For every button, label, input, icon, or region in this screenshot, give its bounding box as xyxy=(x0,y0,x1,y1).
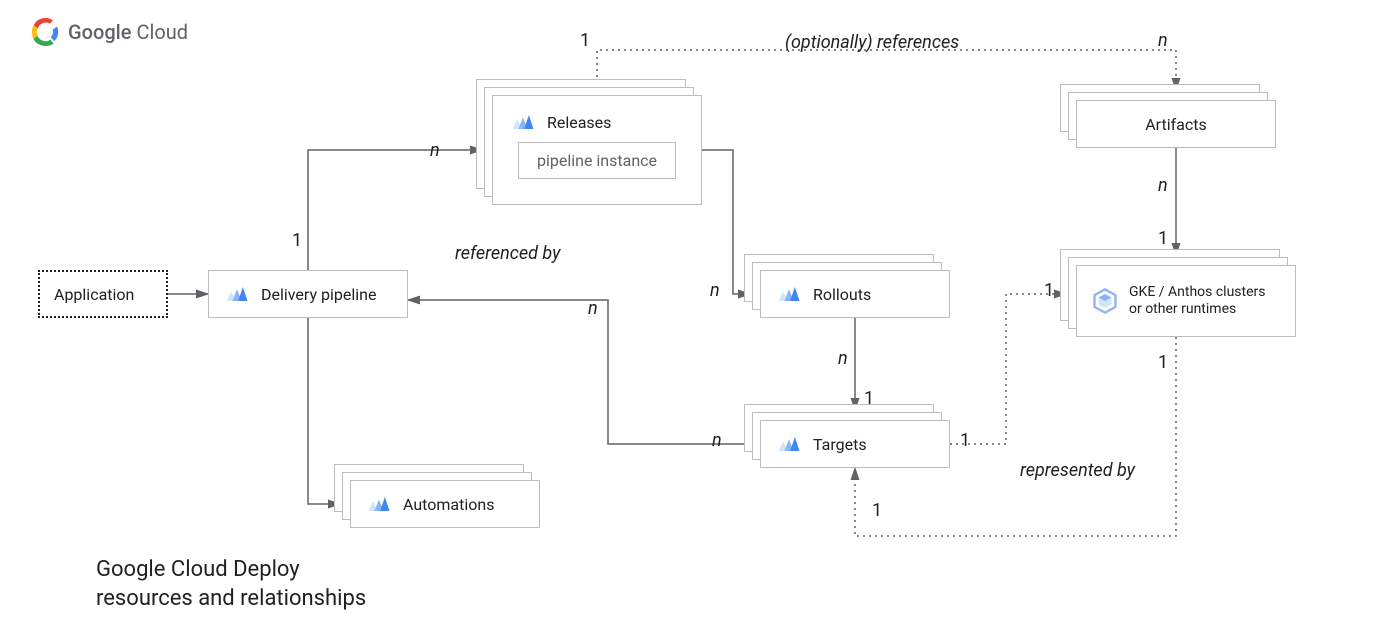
google-cloud-logo: Google Cloud xyxy=(32,18,188,46)
node-label: Targets xyxy=(813,435,867,454)
cardinality-label: n xyxy=(1158,175,1168,196)
cardinality-label: n xyxy=(710,280,720,301)
edge-text-referenced-by: referenced by xyxy=(455,243,560,264)
edge-text-optionally-references: (optionally) references xyxy=(785,32,959,53)
cardinality-label: n xyxy=(588,298,598,319)
cloud-logo-icon xyxy=(32,18,60,46)
node-label: Delivery pipeline xyxy=(261,285,376,304)
cardinality-label: 1 xyxy=(580,30,590,51)
cardinality-label: 1 xyxy=(864,388,874,409)
cardinality-label: 1 xyxy=(1158,352,1168,373)
cardinality-label: n xyxy=(838,348,848,369)
edge-rel-roll xyxy=(702,150,750,294)
node-label: Artifacts xyxy=(1145,115,1207,134)
logo-text: Google Cloud xyxy=(68,20,188,44)
diagram-canvas: Google Cloud Application Delivery pipeli… xyxy=(0,0,1389,644)
node-targets: Targets xyxy=(760,420,950,468)
cardinality-label: n xyxy=(712,430,722,451)
cardinality-label: n xyxy=(430,140,440,161)
diagram-caption: Google Cloud Deploy resources and relati… xyxy=(96,555,366,614)
node-automations: Automations xyxy=(350,480,540,528)
deploy-icon xyxy=(223,280,251,308)
node-artifacts: Artifacts xyxy=(1076,100,1276,148)
node-label: Application xyxy=(54,285,134,304)
cardinality-label: 1 xyxy=(1044,280,1054,301)
deploy-icon xyxy=(775,280,803,308)
edge-tar-pipe xyxy=(408,300,750,444)
edge-tar-gke xyxy=(950,294,1066,444)
node-label: Rollouts xyxy=(813,285,871,304)
deploy-icon xyxy=(775,430,803,458)
cardinality-label: 1 xyxy=(960,430,970,451)
cardinality-label: 1 xyxy=(1158,228,1168,249)
node-label: GKE / Anthos clusters or other runtimes xyxy=(1129,284,1281,318)
edge-text-represented-by: represented by xyxy=(1020,460,1135,481)
node-delivery-pipeline: Delivery pipeline xyxy=(208,270,408,318)
node-label: Releases xyxy=(547,113,611,132)
inner-pipeline-instance: pipeline instance xyxy=(518,142,676,179)
gke-icon xyxy=(1091,287,1119,315)
node-releases: Releases pipeline instance xyxy=(492,95,702,205)
cardinality-label: 1 xyxy=(872,500,882,521)
deploy-icon xyxy=(365,490,393,518)
node-label: Automations xyxy=(403,495,494,514)
node-application: Application xyxy=(38,270,168,318)
cardinality-label: 1 xyxy=(292,230,302,251)
node-rollouts: Rollouts xyxy=(760,270,950,318)
node-gke: GKE / Anthos clusters or other runtimes xyxy=(1076,265,1296,337)
deploy-icon xyxy=(509,108,537,136)
cardinality-label: n xyxy=(1158,30,1168,51)
